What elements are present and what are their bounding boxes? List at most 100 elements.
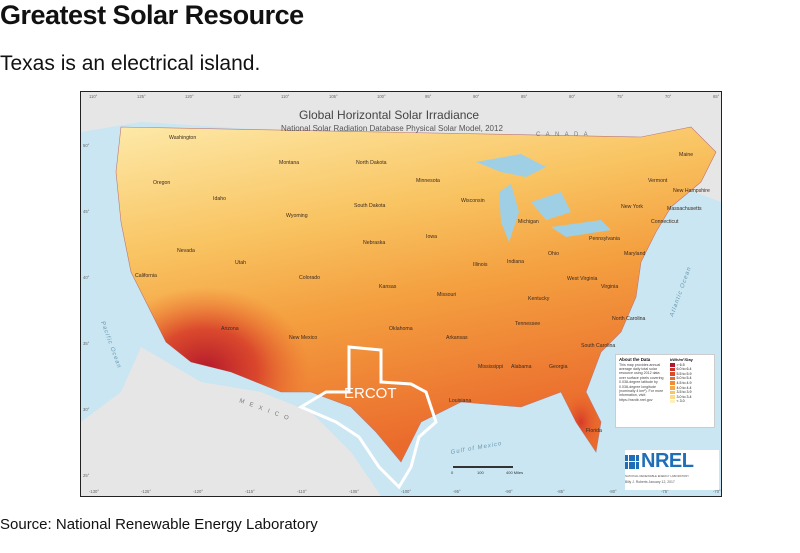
state-label-nevada: Nevada xyxy=(177,248,195,254)
top-coord-3: 115° xyxy=(233,94,242,99)
mexico-landmass xyxy=(81,347,381,496)
state-label-idaho: Idaho xyxy=(213,196,226,202)
state-label-missouri: Missouri xyxy=(437,292,456,298)
legend-bin-label-6: 3.5 to 3.9 xyxy=(676,390,692,395)
scale-label-100: 100 xyxy=(477,470,484,475)
legend-swatch-6 xyxy=(670,390,675,395)
state-label-montana: Montana xyxy=(279,160,299,166)
top-coord-7: 95° xyxy=(425,94,432,99)
state-label-florida: Florida xyxy=(586,428,602,434)
canada-label: C A N A D A xyxy=(536,132,590,138)
state-label-minnesota: Minnesota xyxy=(416,178,440,184)
legend-bin-label-5: 4.0 to 4.4 xyxy=(676,385,692,390)
nrel-logo: NREL NATIONAL RENEWABLE ENERGY LABORATOR… xyxy=(625,450,719,490)
legend-swatch-8 xyxy=(670,399,675,404)
legend-heading: About the Data xyxy=(619,357,651,362)
map-credit: Billy J. Roberts January 12, 2017 xyxy=(625,480,675,484)
state-label-indiana: Indiana xyxy=(507,259,524,265)
legend-bin-8: < 3.0 xyxy=(670,399,693,404)
state-label-alabama: Alabama xyxy=(511,364,532,370)
state-label-ohio: Ohio xyxy=(548,251,559,257)
bottom-coord-5: -105° xyxy=(349,489,359,494)
top-coord-6: 100° xyxy=(377,94,386,99)
bottom-coord-0: -130° xyxy=(89,489,99,494)
legend-bin-label-8: < 3.0 xyxy=(676,399,685,404)
state-label-new-york: New York xyxy=(621,204,643,210)
legend-swatch-0 xyxy=(670,363,675,367)
bottom-coord-9: -85° xyxy=(557,489,565,494)
nrel-logo-text: NREL xyxy=(641,450,694,472)
state-label-illinois: Illinois xyxy=(473,262,488,268)
state-label-tennessee: Tennessee xyxy=(515,321,540,327)
left-coord-2: 40° xyxy=(83,275,90,280)
bottom-coord-7: -95° xyxy=(453,489,461,494)
state-label-mississippi: Mississippi xyxy=(478,364,503,370)
left-coord-3: 35° xyxy=(83,341,90,346)
headline: Greatest Solar Resource xyxy=(0,0,304,30)
state-label-michigan: Michigan xyxy=(518,219,539,225)
legend-description: This map provides annual average daily t… xyxy=(619,362,664,402)
legend-bin-6: 3.5 to 3.9 xyxy=(670,390,693,395)
state-label-south-carolina: South Carolina xyxy=(581,343,615,349)
scale-label-400: 400 Miles xyxy=(506,470,523,475)
top-coord-13: 65° xyxy=(713,94,720,99)
top-coord-0: 110° xyxy=(89,94,98,99)
state-label-colorado: Colorado xyxy=(299,275,320,281)
legend-bin-label-3: 5.0 to 5.4 xyxy=(676,376,692,381)
state-label-arkansas: Arkansas xyxy=(446,335,468,341)
state-label-louisiana: Louisiana xyxy=(449,398,471,404)
left-coord-1: 45° xyxy=(83,209,90,214)
state-label-kansas: Kansas xyxy=(379,284,397,290)
legend-swatch-7 xyxy=(670,395,675,399)
left-coordinate-labels: 50° 45° 40° 35° 30° 25° xyxy=(83,143,90,478)
nrel-logo-mark xyxy=(625,454,639,469)
legend-bin-0: > 6.5 xyxy=(670,363,693,368)
state-label-nebraska: Nebraska xyxy=(363,240,385,246)
top-coord-11: 75° xyxy=(617,94,624,99)
bottom-coord-1: -125° xyxy=(141,489,151,494)
top-coord-12: 70° xyxy=(665,94,672,99)
state-label-georgia: Georgia xyxy=(549,364,568,370)
state-label-west-virginia: West Virginia xyxy=(567,276,597,282)
bottom-coordinate-labels: -130° -125° -120° -115° -110° -105° -100° -95° -… xyxy=(89,489,721,494)
state-label-connecticut: Connecticut xyxy=(651,219,679,225)
top-coord-5: 105° xyxy=(329,94,338,99)
bottom-coord-2: -120° xyxy=(193,489,203,494)
state-label-south-dakota: South Dakota xyxy=(354,203,386,209)
top-coordinate-labels: 110° 125° 120° 115° 110° 105° 100° 95° 90° 85° 80°… xyxy=(89,94,720,99)
top-coord-1: 125° xyxy=(137,94,146,99)
legend-swatch-1 xyxy=(670,367,675,372)
solar-map-svg: ERCOT Global Horizontal Solar Irradiance… xyxy=(81,92,721,496)
top-coord-10: 80° xyxy=(569,94,576,99)
ercot-boundary xyxy=(297,345,438,490)
scale-label-0: 0 xyxy=(451,470,454,475)
left-coord-0: 50° xyxy=(83,143,90,148)
legend-bin-2: 5.5 to 5.9 xyxy=(670,372,693,377)
subheadline: Texas is an electrical island. xyxy=(0,52,261,75)
map-subtitle: National Solar Radiation Database Physic… xyxy=(281,124,503,133)
state-label-maine: Maine xyxy=(679,152,693,158)
state-label-north-dakota: North Dakota xyxy=(356,160,387,166)
legend-swatch-3 xyxy=(670,376,675,381)
great-lakes xyxy=(476,154,611,242)
top-coord-2: 120° xyxy=(185,94,194,99)
legend-bin-4: 4.5 to 4.9 xyxy=(670,381,693,386)
legend-bin-3: 5.0 to 5.4 xyxy=(670,376,693,381)
legend-bin-1: 6.0 to 6.4 xyxy=(670,367,693,372)
state-label-utah: Utah xyxy=(235,260,246,266)
legend-bins: > 6.5 6.0 to 6.4 5.5 to 5.9 5.0 to 5.4 4.5 t… xyxy=(670,363,693,404)
bottom-coord-4: -110° xyxy=(297,489,307,494)
legend-bin-label-2: 5.5 to 5.9 xyxy=(676,371,692,376)
legend-swatch-2 xyxy=(670,372,675,376)
map-title: Global Horizontal Solar Irradiance xyxy=(299,108,479,122)
top-coord-4: 110° xyxy=(281,94,290,99)
left-coord-5: 25° xyxy=(83,473,90,478)
bottom-coord-12: -70° xyxy=(713,489,721,494)
state-label-oregon: Oregon xyxy=(153,180,170,186)
legend-bin-label-7: 3.0 to 3.4 xyxy=(676,394,692,399)
legend-bin-5: 4.0 to 4.4 xyxy=(670,386,693,391)
state-label-washington: Washington xyxy=(169,135,196,141)
state-label-new-mexico: New Mexico xyxy=(289,335,317,341)
state-label-north-carolina: North Carolina xyxy=(612,316,646,322)
solar-map: ERCOT Global Horizontal Solar Irradiance… xyxy=(80,91,722,497)
